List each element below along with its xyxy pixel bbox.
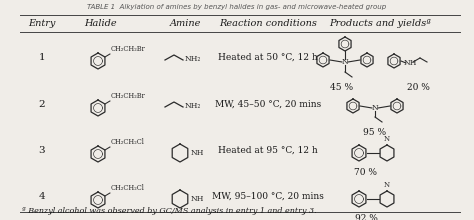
Text: MW, 45–50 °C, 20 mins: MW, 45–50 °C, 20 mins bbox=[215, 99, 321, 108]
Text: NH: NH bbox=[191, 149, 204, 157]
Text: NH: NH bbox=[191, 195, 204, 203]
Text: Products and yieldsª: Products and yieldsª bbox=[329, 19, 431, 28]
Text: 1: 1 bbox=[39, 53, 46, 62]
Text: CH₂CH₂Cl: CH₂CH₂Cl bbox=[111, 138, 145, 146]
Text: 3: 3 bbox=[39, 145, 46, 154]
Text: 2: 2 bbox=[39, 99, 46, 108]
Text: N: N bbox=[372, 104, 378, 112]
Text: 95 %: 95 % bbox=[364, 128, 387, 136]
Text: 20 %: 20 % bbox=[407, 82, 429, 92]
Text: MW, 95–100 °C, 20 mins: MW, 95–100 °C, 20 mins bbox=[212, 191, 324, 200]
Text: 4: 4 bbox=[39, 191, 46, 200]
Text: CH₂CH₂Br: CH₂CH₂Br bbox=[111, 92, 146, 100]
Text: N: N bbox=[384, 181, 390, 189]
Text: TABLE 1  Alkylation of amines by benzyl halides in gas- and microwave-heated gro: TABLE 1 Alkylation of amines by benzyl h… bbox=[87, 4, 387, 10]
Text: 70 %: 70 % bbox=[355, 167, 377, 176]
Text: Halide: Halide bbox=[84, 19, 116, 28]
Text: 92 %: 92 % bbox=[355, 213, 377, 220]
Text: N: N bbox=[342, 58, 348, 66]
Text: Entry: Entry bbox=[28, 19, 55, 28]
Text: N: N bbox=[384, 135, 390, 143]
Text: ª Benzyl alcohol was observed by GC/MS analysis in entry 1 and entry 3.: ª Benzyl alcohol was observed by GC/MS a… bbox=[22, 207, 317, 215]
Text: Heated at 50 °C, 12 h: Heated at 50 °C, 12 h bbox=[218, 53, 318, 62]
Text: CH₂CH₂Cl: CH₂CH₂Cl bbox=[111, 184, 145, 192]
Text: NH: NH bbox=[403, 59, 417, 67]
Text: Amine: Amine bbox=[169, 19, 201, 28]
Text: 45 %: 45 % bbox=[330, 82, 354, 92]
Text: Heated at 95 °C, 12 h: Heated at 95 °C, 12 h bbox=[218, 145, 318, 154]
Text: NH₂: NH₂ bbox=[185, 55, 201, 63]
Text: Reaction conditions: Reaction conditions bbox=[219, 19, 317, 28]
Text: NH₂: NH₂ bbox=[185, 102, 201, 110]
Text: CH₂CH₂Br: CH₂CH₂Br bbox=[111, 45, 146, 53]
